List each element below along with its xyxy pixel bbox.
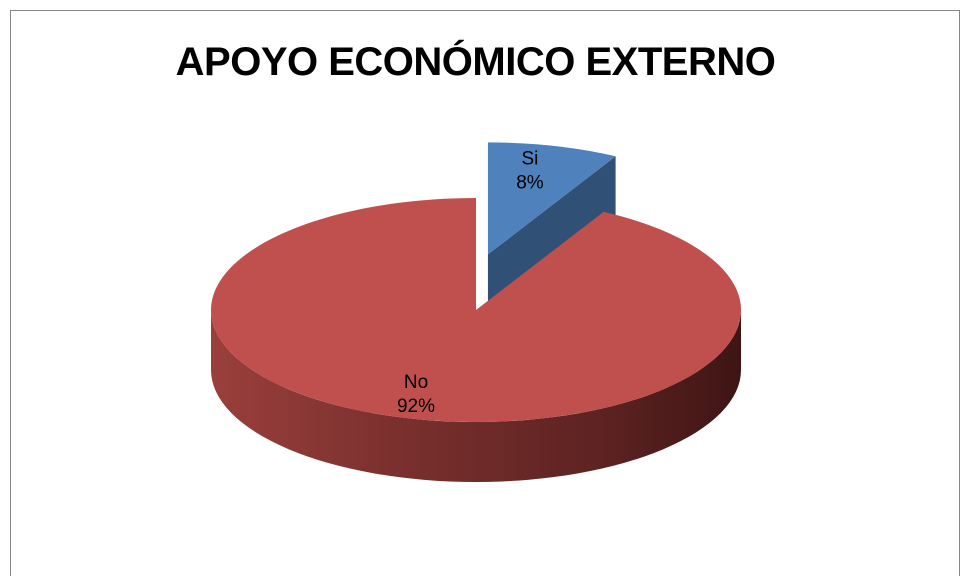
chart-title: APOYO ECONÓMICO EXTERNO — [175, 40, 776, 84]
pie-wall-si — [487, 156, 616, 315]
slice-name-no: No — [404, 372, 428, 393]
pie-slice-no — [210, 198, 741, 422]
pie-slice-si — [487, 142, 616, 255]
pie-side-no — [211, 310, 741, 482]
slice-name-si: Si — [521, 148, 538, 169]
slice-percent-no: 92% — [397, 396, 435, 417]
slice-percent-si: 8% — [516, 172, 544, 193]
